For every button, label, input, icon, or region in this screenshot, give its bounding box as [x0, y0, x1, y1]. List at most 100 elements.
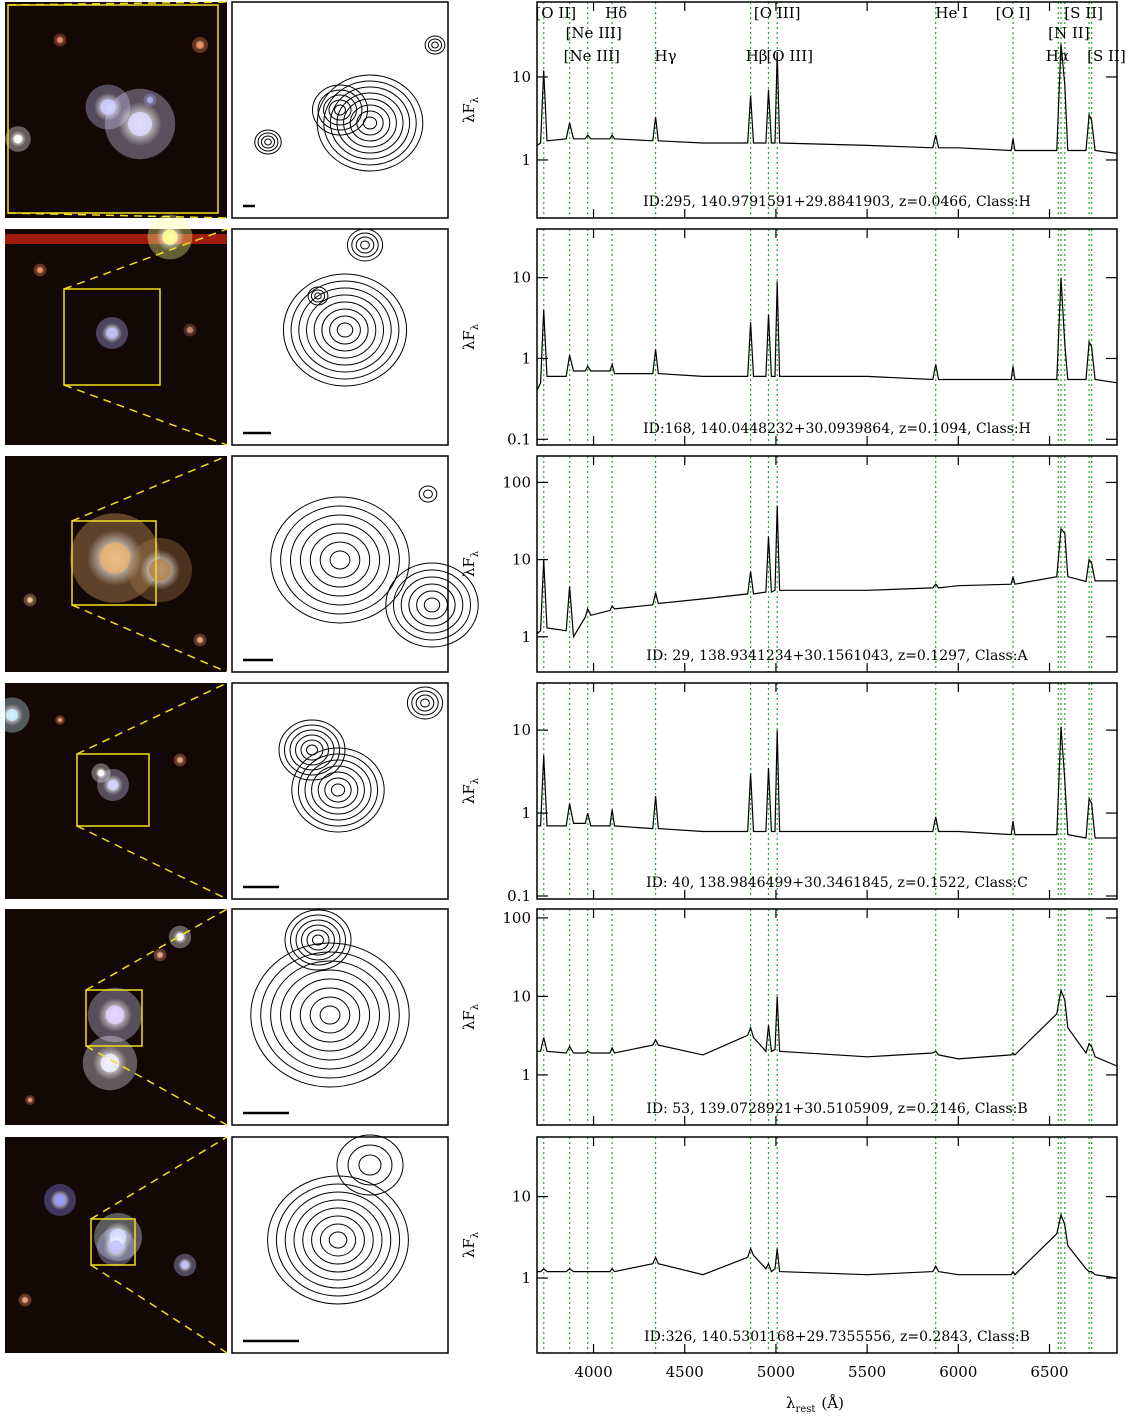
contour [406, 686, 444, 720]
zoom-box [90, 1218, 136, 1266]
contour [424, 35, 446, 55]
zoom-line [7, 1, 228, 6]
contour [280, 505, 400, 615]
contour [418, 485, 438, 503]
contour-panel [231, 228, 449, 446]
contour [267, 1175, 409, 1305]
y-axis-label: λFλ [460, 96, 481, 123]
emission-line-label: [S II] [1087, 47, 1126, 65]
contour [329, 550, 351, 570]
galaxy-core [162, 229, 178, 245]
contour [312, 934, 324, 946]
y-tick-label: 0.1 [507, 430, 531, 448]
contour [299, 523, 381, 597]
plot-frame [536, 1136, 1118, 1354]
galaxy-core [58, 718, 62, 722]
x-tick-label: 4000 [574, 1363, 612, 1381]
galaxy-core [97, 769, 105, 777]
plot-frame [536, 228, 1118, 446]
y-axis-label-main: λF [460, 557, 478, 577]
contour [284, 1191, 392, 1289]
emission-line-label: [Ne III] [566, 24, 622, 42]
contour [319, 541, 361, 579]
contour [264, 138, 272, 146]
contour [309, 532, 371, 588]
contour [393, 569, 471, 641]
x-axis-label-unit: (Å) [821, 1394, 844, 1412]
galaxy-core [106, 327, 118, 339]
x-tick-label: 6500 [1030, 1363, 1068, 1381]
y-tick-label: 0.1 [507, 887, 531, 905]
contour [423, 489, 433, 499]
galaxy-core [147, 97, 153, 103]
contour [260, 951, 400, 1079]
contour [408, 583, 456, 627]
contour [329, 315, 361, 345]
emission-line-label: [O I] [996, 4, 1031, 22]
contour [420, 698, 430, 708]
contour [270, 496, 410, 624]
contour [295, 919, 341, 961]
galaxy-core [187, 327, 193, 333]
y-tick-label: 1 [521, 151, 531, 169]
contour [323, 94, 357, 126]
zoom-box [76, 753, 150, 827]
contour [360, 240, 370, 250]
zoom-box [7, 4, 219, 214]
y-axis-label-main: λF [460, 103, 478, 123]
y-tick-label: 1 [521, 1066, 531, 1084]
zoom-box [63, 288, 161, 386]
contour-panel [231, 682, 449, 900]
contour [355, 236, 375, 254]
emission-line-label: Hβ [746, 47, 768, 65]
contour [343, 98, 397, 148]
contour [317, 89, 363, 131]
spectrum [537, 726, 1117, 839]
x-axis-label: λrest (Å) [786, 1394, 844, 1415]
x-axis-label-main: λ [786, 1394, 796, 1412]
y-axis-label: λFλ [460, 550, 481, 577]
contour [411, 690, 439, 716]
y-tick-label: 10 [512, 551, 531, 569]
contour [302, 1207, 374, 1273]
y-axis-label-sub: λ [470, 1231, 481, 1238]
galaxy-core [176, 933, 184, 941]
galaxy-core [37, 267, 43, 273]
x-axis-label-sub: rest [796, 1404, 816, 1415]
contour-panel [231, 1136, 449, 1354]
y-tick-label: 1 [521, 349, 531, 367]
zoom-line [7, 212, 228, 219]
contour [250, 942, 410, 1088]
contour [299, 987, 361, 1043]
panel-annotation: ID: 29, 138.9341234+30.1561043, z=0.1297… [646, 648, 1028, 664]
x-tick-label: 5000 [757, 1363, 795, 1381]
contour [334, 104, 346, 116]
emission-line-label: [S II] [1064, 4, 1103, 22]
contour [324, 777, 352, 803]
spectrum-panel: 1 10 ID:295, 140.9791591+29.8841903, z=0.0… [460, 1, 1118, 219]
contour [400, 576, 464, 634]
contour [309, 996, 351, 1034]
emission-line-label: [Ne III] [564, 47, 620, 65]
contour [314, 292, 322, 300]
galaxy-core [22, 1297, 28, 1303]
spectrum-panel: 0.1 1 10 ID: 40, 138.9846499+30.3461845, z=… [460, 682, 1118, 905]
emission-line-label: [O II] [535, 4, 576, 22]
contour [260, 135, 276, 149]
contour [427, 38, 443, 52]
galaxy-core [13, 134, 23, 144]
emission-line-label: He I [935, 4, 968, 22]
emission-line-label: Hδ [605, 4, 627, 22]
spectrum-panel: 0.1 1 10 ID:168, 140.0448232+30.0939864, z=… [460, 228, 1118, 448]
panel-annotation: ID:295, 140.9791591+29.8841903, z=0.0466… [643, 194, 1031, 210]
plot-frame [536, 1, 1118, 219]
galaxy-core [99, 542, 131, 574]
y-axis-label-sub: λ [470, 323, 481, 330]
zoom-box [71, 520, 157, 606]
emission-line-label: Hγ [655, 47, 677, 65]
plot-frame [536, 908, 1118, 1126]
contour [290, 514, 390, 606]
y-tick-label: 10 [512, 721, 531, 739]
y-axis-label: λFλ [460, 777, 481, 804]
galaxy-core [197, 637, 203, 643]
